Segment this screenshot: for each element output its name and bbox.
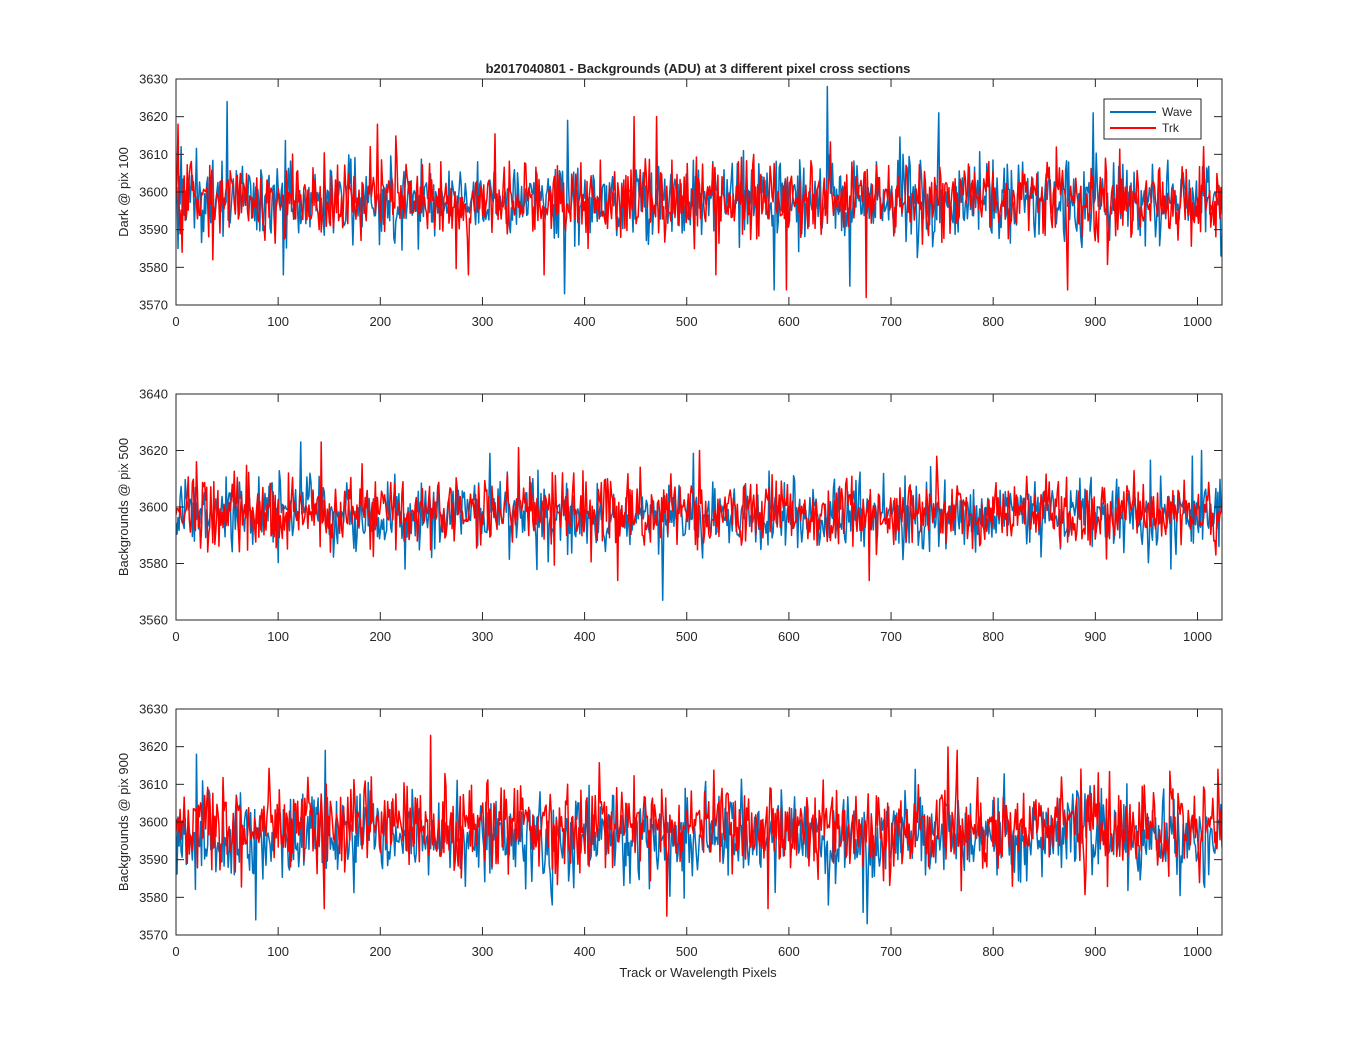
x-tick-label: 800 <box>982 629 1004 644</box>
y-tick-label: 3610 <box>139 777 168 792</box>
x-tick-label: 200 <box>369 944 391 959</box>
y-tick-label: 3610 <box>139 147 168 162</box>
x-tick-label: 900 <box>1084 944 1106 959</box>
x-tick-label: 900 <box>1084 314 1106 329</box>
x-tick-label: 0 <box>172 314 179 329</box>
x-tick-label: 600 <box>778 944 800 959</box>
x-tick-label: 400 <box>574 314 596 329</box>
x-tick-label: 900 <box>1084 629 1106 644</box>
x-tick-label: 600 <box>778 314 800 329</box>
x-tick-label: 400 <box>574 944 596 959</box>
x-tick-label: 300 <box>472 314 494 329</box>
x-tick-label: 300 <box>472 629 494 644</box>
legend: Wave Trk <box>1103 98 1202 140</box>
subplot-dark-pix-100: 0 100 200 300 400 500 600 700 800 900 1000 3570 3580… <box>139 72 1223 329</box>
y-tick-label: 3600 <box>139 185 168 200</box>
subplot-backgrounds-pix-500: 0 100 200 300 400 500 600 700 800 900 1000 3560 3580… <box>139 387 1223 644</box>
x-tick-label: 800 <box>982 314 1004 329</box>
x-tick-label: 0 <box>172 944 179 959</box>
x-tick-label: 300 <box>472 944 494 959</box>
legend-box <box>1103 98 1202 140</box>
x-tick-label: 700 <box>880 314 902 329</box>
x-tick-label: 500 <box>676 629 698 644</box>
y-axis-label-1: Dark @ pix 100 <box>116 147 131 237</box>
x-tick-label: 200 <box>369 629 391 644</box>
y-axis-label-3: Backgrounds @ pix 900 <box>116 753 131 891</box>
x-tick-label: 500 <box>676 944 698 959</box>
x-tick-label: 100 <box>267 314 289 329</box>
y-tick-label: 3560 <box>139 613 168 628</box>
x-tick-label: 100 <box>267 629 289 644</box>
legend-trk-label: Trk <box>1162 121 1180 135</box>
x-axis-label: Track or Wavelength Pixels <box>619 965 777 980</box>
y-tick-label: 3630 <box>139 72 168 87</box>
y-tick-label: 3600 <box>139 500 168 515</box>
y-tick-label: 3590 <box>139 852 168 867</box>
x-tick-label: 700 <box>880 629 902 644</box>
x-tick-label: 500 <box>676 314 698 329</box>
chart-title: b2017040801 - Backgrounds (ADU) at 3 dif… <box>486 61 911 76</box>
y-tick-label: 3620 <box>139 739 168 754</box>
x-tick-label: 400 <box>574 629 596 644</box>
x-tick-label: 1000 <box>1183 314 1212 329</box>
x-tick-label: 800 <box>982 944 1004 959</box>
legend-wave-label: Wave <box>1162 105 1193 119</box>
series-line-trk <box>176 115 1222 299</box>
subplot-backgrounds-pix-900: 0 100 200 300 400 500 600 700 800 900 1000 3570 3580… <box>139 702 1223 959</box>
y-tick-label: 3590 <box>139 222 168 237</box>
series-line-trk <box>176 441 1222 582</box>
x-tick-label: 600 <box>778 629 800 644</box>
x-tick-label: 1000 <box>1183 944 1212 959</box>
y-tick-label: 3620 <box>139 109 168 124</box>
y-tick-label: 3580 <box>139 260 168 275</box>
y-tick-label: 3580 <box>139 890 168 905</box>
series-line-trk <box>176 734 1222 917</box>
x-tick-label: 700 <box>880 944 902 959</box>
x-tick-label: 200 <box>369 314 391 329</box>
x-tick-label: 100 <box>267 944 289 959</box>
y-tick-label: 3570 <box>139 298 168 313</box>
y-axis-label-2: Backgrounds @ pix 500 <box>116 438 131 576</box>
x-tick-label: 1000 <box>1183 629 1212 644</box>
y-tick-label: 3620 <box>139 443 168 458</box>
y-tick-label: 3640 <box>139 387 168 402</box>
y-tick-label: 3570 <box>139 928 168 943</box>
x-tick-label: 0 <box>172 629 179 644</box>
y-tick-label: 3580 <box>139 556 168 571</box>
y-tick-label: 3600 <box>139 815 168 830</box>
y-tick-label: 3630 <box>139 702 168 717</box>
